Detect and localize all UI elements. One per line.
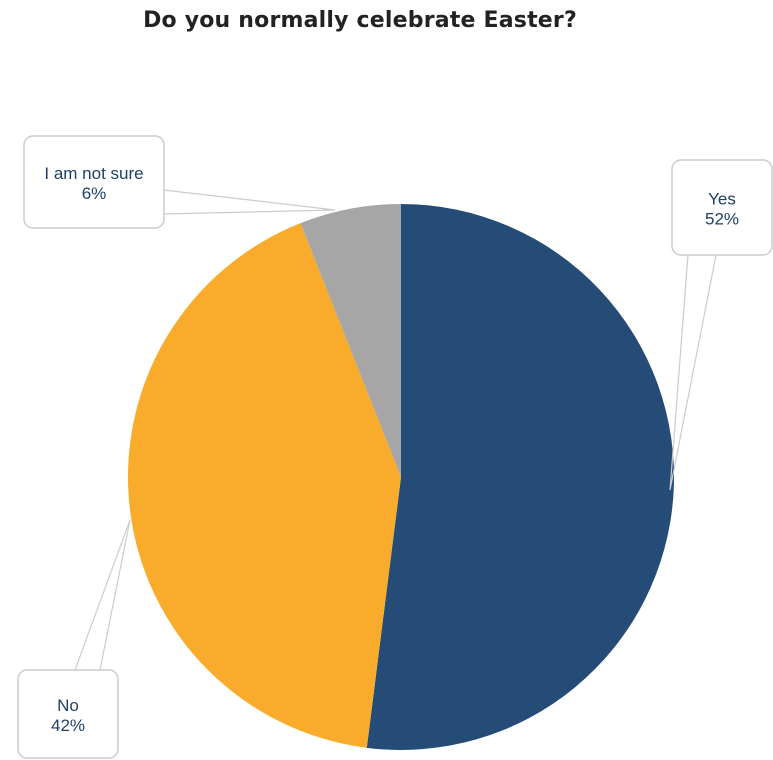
leader-line-i-am-not-sure [163, 189, 336, 215]
leader-lines [74, 189, 717, 671]
callout-box-yes [671, 159, 773, 256]
leader-line-yes [669, 254, 717, 491]
slice-label-i-am-not-sure: I am not sure [44, 164, 143, 183]
callout-box-no [17, 669, 119, 759]
pie-slice-no [128, 223, 401, 748]
pie-slices [128, 204, 674, 750]
chart-title: Do you normally celebrate Easter? [143, 8, 577, 33]
callout-box-i-am-not-sure [23, 135, 165, 229]
leader-line-no [74, 519, 131, 671]
slice-value-label-i-am-not-sure: 6% [82, 184, 107, 203]
slice-value-label-yes: 52% [705, 210, 739, 229]
slice-label-yes: Yes [708, 190, 736, 209]
pie-slice-yes [366, 204, 674, 750]
pie-slice-i-am-not-sure [300, 204, 401, 477]
slice-value-label-no: 42% [51, 716, 85, 735]
slice-label-no: No [57, 696, 79, 715]
